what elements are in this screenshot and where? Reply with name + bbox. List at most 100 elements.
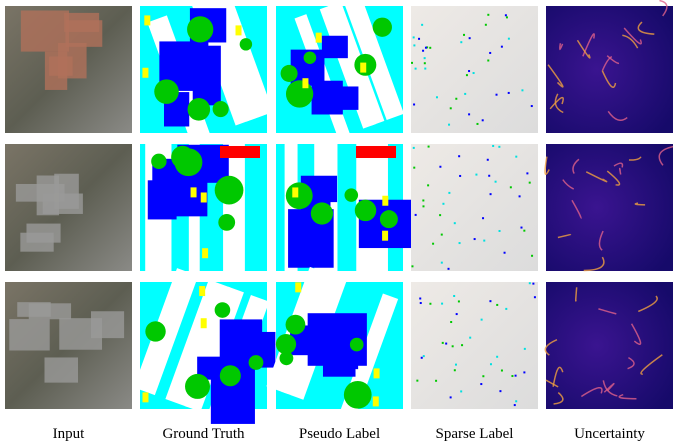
sparse-point xyxy=(526,172,528,174)
column-label: Pseudo Label xyxy=(299,426,380,442)
sparse-point xyxy=(489,52,491,54)
sparse-point xyxy=(496,94,498,96)
sparse-point xyxy=(424,62,426,64)
sparse-point xyxy=(448,124,450,126)
sparse-point xyxy=(490,193,492,195)
sparse-point xyxy=(456,313,458,315)
sparse-point xyxy=(499,390,501,392)
sparse-point xyxy=(523,371,525,373)
tree xyxy=(280,351,294,365)
building xyxy=(148,180,177,219)
sparse-point xyxy=(425,47,427,49)
sparse-point xyxy=(441,262,443,264)
sparse-point xyxy=(524,348,526,350)
sparse-point xyxy=(468,70,470,72)
sparse-point xyxy=(448,192,450,194)
image-tile xyxy=(276,144,411,271)
sparse-point xyxy=(461,344,463,346)
sparse-point xyxy=(531,255,533,257)
image-tile xyxy=(5,6,132,133)
sparse-map xyxy=(411,282,538,409)
image-tile xyxy=(411,144,538,271)
sparse-point xyxy=(413,103,415,105)
building xyxy=(323,333,356,376)
sparse-point xyxy=(515,375,517,377)
sparse-point xyxy=(487,60,489,62)
sparse-point xyxy=(422,50,424,52)
tree xyxy=(218,214,235,231)
sparse-point xyxy=(515,400,517,402)
sparse-map xyxy=(411,6,538,133)
sparse-point xyxy=(490,363,492,365)
column-label: Ground Truth xyxy=(162,426,245,442)
sparse-point xyxy=(439,166,441,168)
roof xyxy=(26,224,60,243)
sparse-point xyxy=(501,46,503,48)
car xyxy=(373,396,379,406)
sparse-point xyxy=(450,396,452,398)
sparse-point xyxy=(450,107,452,109)
image-tile xyxy=(266,267,403,418)
tree xyxy=(215,176,244,205)
sparse-point xyxy=(418,38,420,40)
tree xyxy=(350,338,364,352)
sparse-point xyxy=(496,356,498,358)
image-tile xyxy=(411,6,538,133)
tree xyxy=(304,51,317,64)
sparse-point xyxy=(492,145,494,147)
tree xyxy=(240,38,252,50)
image-tile xyxy=(545,282,673,409)
clutter xyxy=(356,146,396,158)
tree xyxy=(220,365,241,386)
sparse-point xyxy=(429,303,431,305)
tree xyxy=(286,315,306,335)
sparse-point xyxy=(432,243,434,245)
sparse-point xyxy=(413,44,415,46)
tree xyxy=(286,182,313,209)
sparse-point xyxy=(460,390,462,392)
roof xyxy=(65,20,102,47)
image-tile xyxy=(140,0,273,142)
car xyxy=(201,192,207,202)
car xyxy=(292,187,298,197)
building xyxy=(193,46,221,106)
tree xyxy=(373,18,392,37)
car xyxy=(144,15,150,25)
sparse-point xyxy=(495,181,497,183)
image-tile xyxy=(5,282,132,409)
sparse-point xyxy=(469,337,471,339)
sparse-point xyxy=(466,74,468,76)
sparse-point xyxy=(520,227,522,229)
tree xyxy=(154,79,179,104)
figure: InputGround TruthPseudo LabelSparse Labe… xyxy=(0,0,673,445)
tree xyxy=(355,200,376,221)
uncertainty-map xyxy=(546,144,673,271)
image-tile xyxy=(545,144,673,271)
sparse-point xyxy=(450,321,452,323)
sparse-point xyxy=(481,319,483,321)
sparse-point xyxy=(476,123,478,125)
sparse-point xyxy=(529,182,531,184)
sparse-point xyxy=(436,96,438,98)
sparse-point xyxy=(505,308,507,310)
sparse-point xyxy=(482,217,484,219)
sparse-point xyxy=(468,113,470,115)
page: InputGround TruthPseudo LabelSparse Labe… xyxy=(0,0,673,445)
sparse-map xyxy=(411,144,538,271)
tree xyxy=(185,374,210,399)
sparse-point xyxy=(458,300,460,302)
sparse-point xyxy=(487,159,489,161)
sparse-point xyxy=(413,36,415,38)
car xyxy=(142,68,148,78)
sparse-point xyxy=(511,375,513,377)
sparse-point xyxy=(532,283,534,285)
car xyxy=(295,282,301,292)
sparse-point xyxy=(441,303,443,305)
sparse-point xyxy=(411,62,413,64)
sparse-point xyxy=(419,297,421,299)
sparse-point xyxy=(413,147,415,149)
tree xyxy=(213,101,229,117)
roof xyxy=(9,319,49,350)
building xyxy=(314,86,359,109)
tree xyxy=(380,210,398,228)
